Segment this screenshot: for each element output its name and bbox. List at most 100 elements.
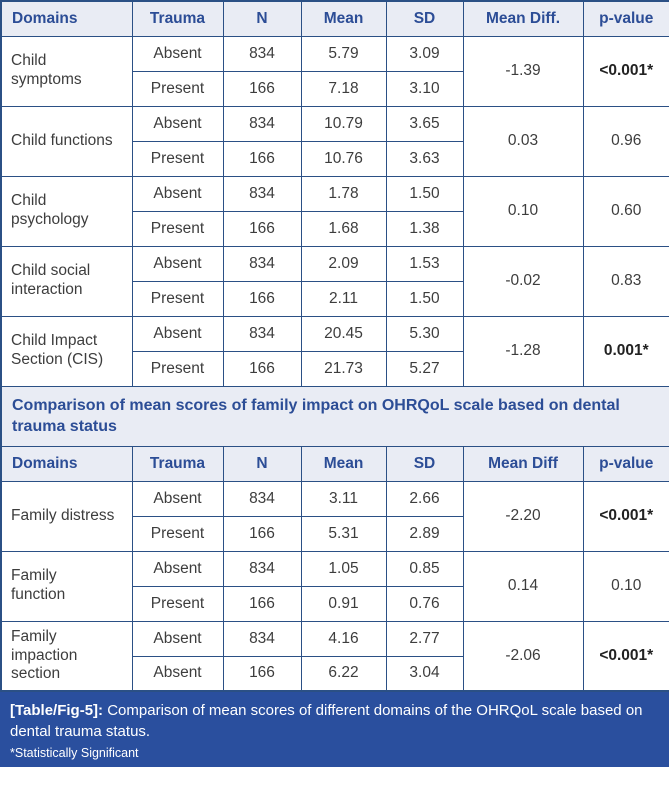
domain-cell: Family impaction section [0,620,133,692]
mean-diff-cell: 0.14 [462,550,584,622]
domain-cell: Child social interaction [0,245,133,317]
mean-cell: 5.31 [300,515,387,552]
mean-diff-cell: -2.20 [462,480,584,552]
col-header-mean-diff-: Mean Diff. [462,0,584,37]
domain-cell: Family distress [0,480,133,552]
table-row: Family function Absent 834 1.05 0.85 0.14 0.10 [0,550,669,622]
domain-cell: Family function [0,550,133,622]
table-row: Present 166 0.91 0.76 [1,585,669,622]
table-row: Child Impact Section (CIS) Absent 834 20.45… [0,315,669,387]
trauma-cell: Absent [131,655,224,692]
table-row: Absent 166 6.22 3.04 [1,655,669,692]
domain-cell: Child Impact Section (CIS) [0,315,133,387]
sd-cell: 3.63 [385,140,464,177]
sd-cell: 2.66 [385,480,464,517]
mean-cell: 7.18 [300,70,387,107]
trauma-cell: Present [131,210,224,247]
table-row: Child social interaction Absent 834 2.09 1.5… [0,245,669,317]
figure-caption-text: Comparison of mean scores of different d… [10,702,643,740]
sd-cell: 1.38 [385,210,464,247]
significance-note: *Statistically Significant [10,745,139,760]
family-impact-banner-row: Comparison of mean scores of family impa… [0,385,669,447]
p-value-cell: 0.10 [582,550,669,622]
mean-cell: 5.79 [300,35,387,72]
col-header-mean: Mean [300,0,387,37]
sd-cell: 2.77 [385,620,464,657]
n-cell: 166 [222,140,302,177]
n-cell: 166 [222,655,302,692]
mean-cell: 2.11 [300,280,387,317]
n-cell: 834 [222,480,302,517]
p-value-cell: 0.96 [582,105,669,177]
n-cell: 166 [222,515,302,552]
col-header-p-value: p-value [582,445,669,482]
n-cell: 166 [222,70,302,107]
mean-diff-cell: -0.02 [462,245,584,317]
sd-cell: 1.50 [385,175,464,212]
col-header-sd: SD [385,0,464,37]
table-row: Child functions Absent 834 10.79 3.65 0.03 0.9… [0,105,669,177]
figure-label: [Table/Fig-5]: [10,702,104,720]
mean-diff-cell: 0.03 [462,105,584,177]
table-row: Present 166 2.11 1.50 [1,280,669,317]
n-cell: 834 [222,175,302,212]
table-row: Present 166 10.76 3.63 [1,140,669,177]
col-header-p-value: p-value [582,0,669,37]
col-header-domains: Domains [0,0,133,37]
trauma-cell: Absent [131,315,224,352]
mean-cell: 1.78 [300,175,387,212]
sd-cell: 5.30 [385,315,464,352]
sd-cell: 5.27 [385,350,464,387]
sd-cell: 3.10 [385,70,464,107]
table-row: Present 166 7.18 3.10 [1,70,669,107]
col-header-n: N [222,0,302,37]
table-row: Child psychology Absent 834 1.78 1.50 0.10 0.6… [0,175,669,247]
trauma-cell: Present [131,70,224,107]
n-cell: 166 [222,210,302,247]
mean-cell: 6.22 [300,655,387,692]
child-impact-section-rows: Domains Trauma N Mean SD Mean Diff. p-value Chi… [0,0,669,387]
col-header-mean: Mean [300,445,387,482]
n-cell: 834 [222,315,302,352]
p-value-cell: 0.60 [582,175,669,247]
sd-cell: 2.89 [385,515,464,552]
mean-cell: 3.11 [300,480,387,517]
n-cell: 834 [222,35,302,72]
p-value-cell: <0.001* [582,480,669,552]
n-cell: 834 [222,105,302,142]
table-row: Family distress Absent 834 3.11 2.66 -2.20 <0.… [0,480,669,552]
mean-diff-cell: -1.39 [462,35,584,107]
figure-caption: [Table/Fig-5]: Comparison of mean scores… [10,701,657,742]
family-impact-section-rows: Domains Trauma N Mean SD Mean Diff p-value Fami… [0,445,669,692]
trauma-cell: Absent [131,550,224,587]
trauma-cell: Absent [131,620,224,657]
table-row: Present 166 5.31 2.89 [1,515,669,552]
trauma-cell: Present [131,350,224,387]
mean-cell: 10.79 [300,105,387,142]
col-header-n: N [222,445,302,482]
trauma-cell: Present [131,140,224,177]
col-header-sd: SD [385,445,464,482]
col-header-domains: Domains [0,445,133,482]
col-header-mean-diff: Mean Diff [462,445,584,482]
trauma-cell: Absent [131,245,224,282]
family-impact-banner-title: Comparison of mean scores of family impa… [0,385,669,447]
trauma-cell: Absent [131,480,224,517]
table-row: Family impaction section Absent 834 4.16 2.7… [0,620,669,692]
p-value-cell: <0.001* [582,35,669,107]
n-cell: 166 [222,585,302,622]
mean-diff-cell: 0.10 [462,175,584,247]
n-cell: 166 [222,350,302,387]
sd-cell: 3.65 [385,105,464,142]
mean-cell: 20.45 [300,315,387,352]
n-cell: 834 [222,620,302,657]
figure-caption-footer: [Table/Fig-5]: Comparison of mean scores… [0,692,669,767]
domain-cell: Child psychology [0,175,133,247]
table-row: Present 166 1.68 1.38 [1,210,669,247]
trauma-cell: Absent [131,105,224,142]
n-cell: 834 [222,550,302,587]
sd-cell: 1.50 [385,280,464,317]
col-header-trauma: Trauma [131,445,224,482]
trauma-cell: Present [131,280,224,317]
